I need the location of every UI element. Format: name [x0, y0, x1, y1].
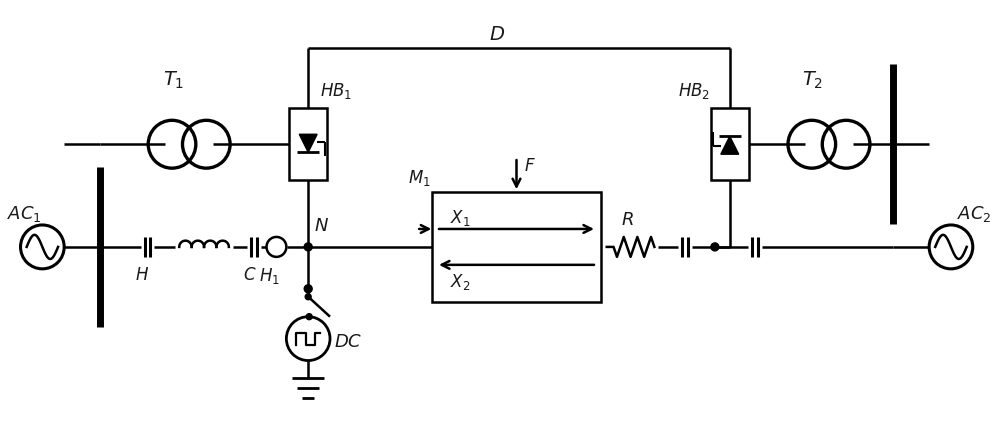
Text: $T_1$: $T_1$ — [163, 69, 185, 91]
Text: $F$: $F$ — [524, 157, 536, 174]
Text: $HB_1$: $HB_1$ — [320, 81, 352, 101]
Text: $N$: $N$ — [314, 217, 329, 234]
Text: $AC_1$: $AC_1$ — [7, 204, 41, 224]
Text: $AC_2$: $AC_2$ — [957, 204, 991, 224]
Text: $H$: $H$ — [135, 267, 149, 284]
Text: $X_1$: $X_1$ — [450, 207, 471, 227]
Bar — [711, 109, 749, 181]
Circle shape — [304, 285, 312, 293]
Bar — [432, 193, 601, 302]
Text: $D$: $D$ — [489, 26, 505, 43]
Circle shape — [304, 243, 312, 251]
Text: $HB_2$: $HB_2$ — [678, 81, 710, 101]
Text: $DC$: $DC$ — [334, 332, 362, 350]
Text: $R$: $R$ — [621, 210, 633, 228]
Text: $M_1$: $M_1$ — [408, 168, 431, 187]
Text: $T_2$: $T_2$ — [802, 69, 823, 91]
Text: $X_2$: $X_2$ — [450, 271, 470, 291]
Circle shape — [711, 243, 719, 251]
Polygon shape — [299, 135, 317, 153]
Bar — [289, 109, 327, 181]
Circle shape — [306, 314, 312, 320]
Text: $H_1$: $H_1$ — [259, 265, 279, 285]
Text: $C$: $C$ — [243, 267, 256, 284]
Polygon shape — [721, 137, 739, 155]
Circle shape — [305, 294, 311, 300]
